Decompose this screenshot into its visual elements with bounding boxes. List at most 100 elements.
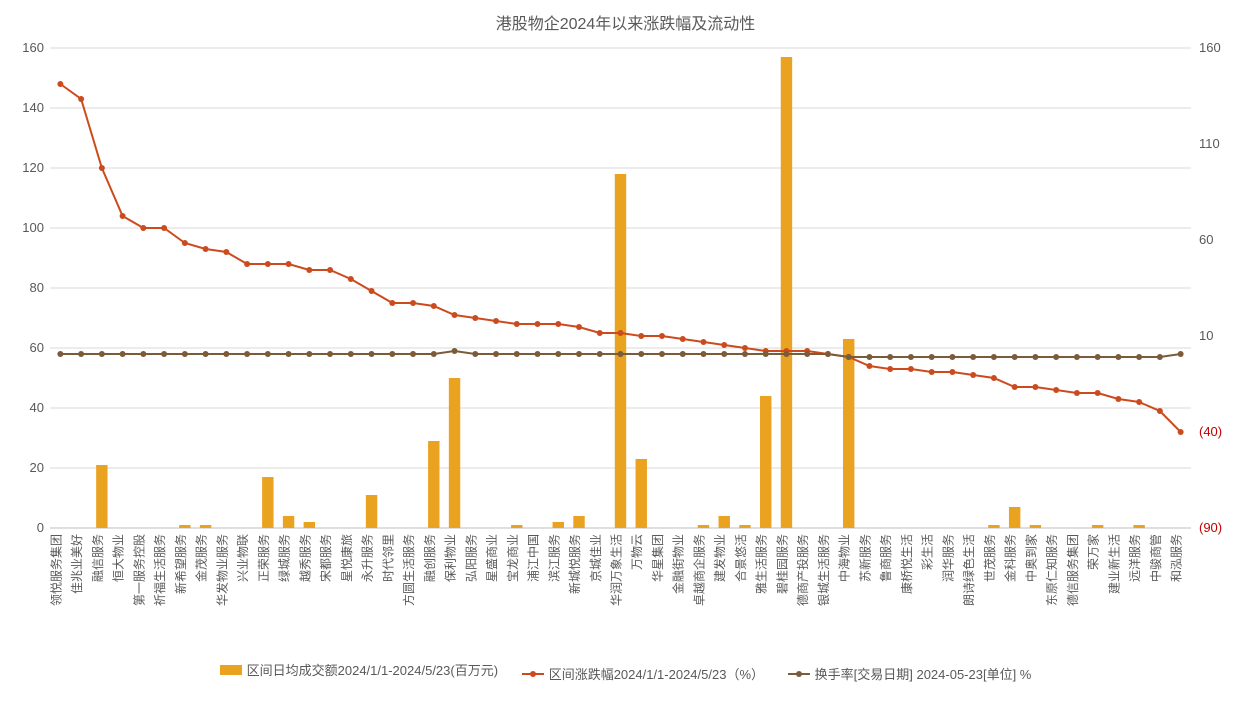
series-marker — [431, 303, 437, 309]
x-category-label: 金融街物业 — [671, 534, 686, 594]
series-marker — [1012, 354, 1018, 360]
chart-svg: 0204060801001201401601601106010(40)(90)领… — [10, 38, 1241, 658]
bar — [428, 441, 439, 528]
series-marker — [472, 351, 478, 357]
series-marker — [742, 345, 748, 351]
series-marker — [866, 363, 872, 369]
series-marker — [700, 339, 706, 345]
series-marker — [348, 351, 354, 357]
chart-title: 港股物企2024年以来涨跌幅及流动性 — [10, 10, 1241, 34]
series-marker — [763, 351, 769, 357]
x-category-label: 华星集团 — [650, 534, 665, 582]
svg-text:160: 160 — [1199, 40, 1221, 55]
x-category-label: 万物云 — [630, 534, 644, 570]
x-category-label: 滨江服务 — [546, 534, 561, 582]
series-marker — [908, 366, 914, 372]
series-marker — [327, 267, 333, 273]
series-marker — [1157, 408, 1163, 414]
svg-text:40: 40 — [30, 400, 44, 415]
bar — [96, 465, 107, 528]
legend-swatch-bar — [220, 665, 242, 675]
series-marker — [452, 348, 458, 354]
legend-swatch-line-turnover — [788, 673, 810, 675]
plot-area: 0204060801001201401601601106010(40)(90)领… — [10, 38, 1241, 658]
series-marker — [866, 354, 872, 360]
series-marker — [493, 318, 499, 324]
series-marker — [120, 351, 126, 357]
x-category-label: 彩生活 — [921, 534, 935, 570]
bar — [1133, 525, 1144, 528]
series-marker — [659, 351, 665, 357]
bar — [573, 516, 584, 528]
svg-text:140: 140 — [22, 100, 44, 115]
series-marker — [244, 351, 250, 357]
x-category-label: 建发物业 — [712, 534, 727, 582]
x-category-label: 碧桂园服务 — [774, 534, 789, 594]
series-marker — [1136, 399, 1142, 405]
x-category-label: 融创服务 — [422, 534, 437, 582]
x-category-label: 华发物业服务 — [214, 534, 229, 606]
bar — [449, 378, 460, 528]
x-category-label: 领悦服务集团 — [48, 534, 63, 606]
x-category-label: 中海物业 — [837, 534, 852, 582]
x-category-label: 合景悠活 — [733, 534, 748, 582]
x-category-label: 宝龙商业 — [505, 534, 520, 582]
series-marker — [970, 372, 976, 378]
x-category-label: 永升服务 — [360, 534, 375, 582]
svg-text:100: 100 — [22, 220, 44, 235]
series-marker — [721, 351, 727, 357]
series-marker — [223, 351, 229, 357]
series-marker — [265, 351, 271, 357]
series-marker — [431, 351, 437, 357]
bar — [283, 516, 294, 528]
series-marker — [140, 351, 146, 357]
series-marker — [78, 351, 84, 357]
x-category-label: 雅生活服务 — [754, 534, 769, 594]
series-marker — [99, 351, 105, 357]
series-marker — [1157, 354, 1163, 360]
legend-item-line-change: 区间涨跌幅2024/1/1-2024/5/23（%） — [522, 664, 764, 683]
bar — [1009, 507, 1020, 528]
series-marker — [223, 249, 229, 255]
bar — [511, 525, 522, 528]
x-category-label: 东原仁知服务 — [1044, 534, 1059, 606]
x-category-label: 佳兆业美好 — [70, 534, 84, 594]
series-marker — [57, 351, 63, 357]
series-marker — [161, 225, 167, 231]
svg-text:(40): (40) — [1199, 424, 1222, 439]
series-marker — [638, 333, 644, 339]
bar — [636, 459, 647, 528]
x-category-label: 银城生活服务 — [816, 534, 831, 606]
x-category-label: 朗诗绿色生活 — [961, 534, 976, 606]
bar — [988, 525, 999, 528]
series-marker — [742, 351, 748, 357]
series-marker — [1053, 354, 1059, 360]
x-category-label: 润华服务 — [940, 534, 955, 582]
x-category-label: 中骏商管 — [1148, 534, 1163, 582]
x-category-label: 中奥到家 — [1023, 534, 1038, 582]
legend-label-bars: 区间日均成交额2024/1/1-2024/5/23(百万元) — [247, 660, 498, 679]
bar — [843, 339, 854, 528]
series-marker — [161, 351, 167, 357]
x-category-label: 浦江中国 — [526, 534, 541, 582]
series-marker — [120, 213, 126, 219]
x-category-label: 时代邻里 — [381, 534, 395, 582]
series-marker — [1136, 354, 1142, 360]
series-marker — [1095, 390, 1101, 396]
x-category-label: 金科服务 — [1003, 534, 1018, 582]
x-category-label: 世茂服务 — [982, 534, 997, 582]
svg-text:20: 20 — [30, 460, 44, 475]
svg-text:(90): (90) — [1199, 520, 1222, 535]
series-marker — [887, 354, 893, 360]
series-marker — [472, 315, 478, 321]
series-marker — [203, 246, 209, 252]
x-category-label: 星悦康旅 — [339, 534, 354, 582]
x-category-label: 第一服务控股 — [131, 534, 146, 606]
x-category-label: 卓越商企服务 — [691, 534, 706, 606]
bar — [553, 522, 564, 528]
bar — [760, 396, 771, 528]
series-marker — [1178, 429, 1184, 435]
x-category-label: 弘阳服务 — [463, 534, 478, 582]
legend-label-line-turnover: 换手率[交易日期] 2024-05-23[单位] % — [815, 664, 1032, 683]
x-category-label: 恒大物业 — [112, 534, 126, 582]
